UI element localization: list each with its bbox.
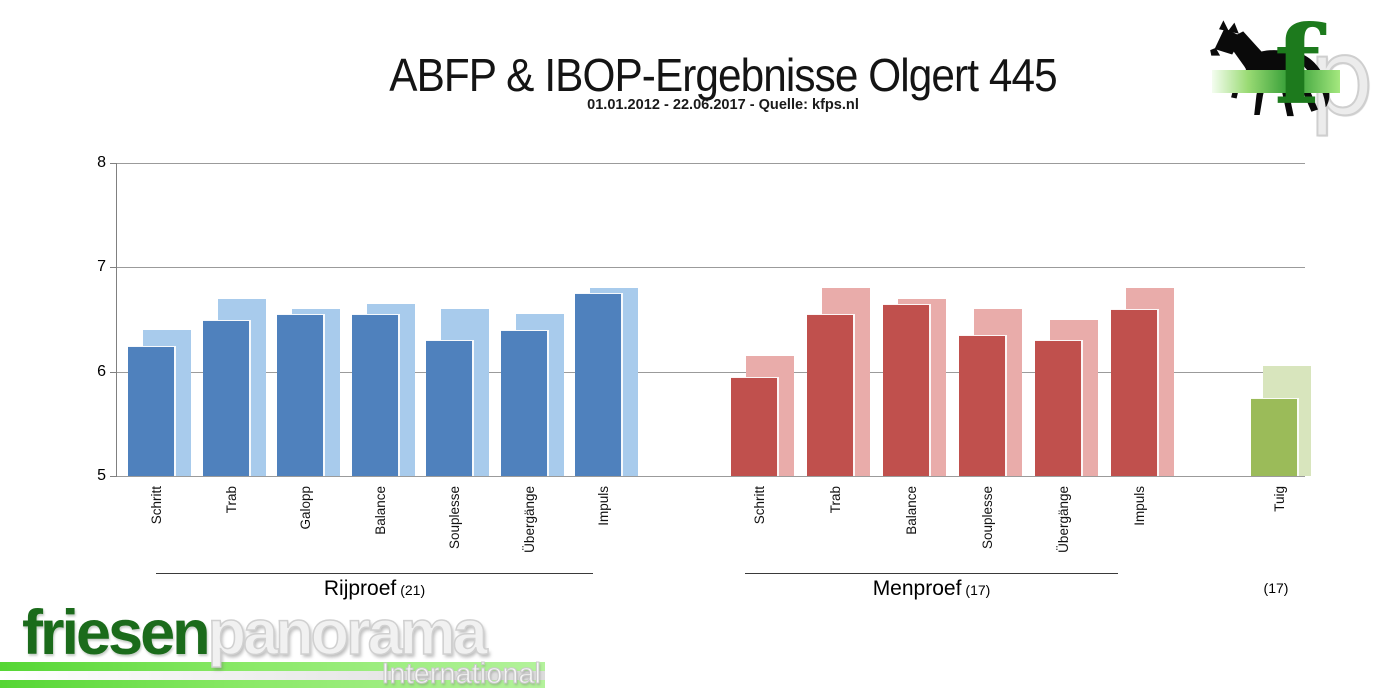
category-label-übergänge: Übergänge xyxy=(521,486,537,553)
group-name: Rijproef xyxy=(323,577,397,600)
logo-stripe-green-bottom xyxy=(0,680,545,688)
y-axis-tick-8 xyxy=(110,163,117,164)
category-label-schritt: Schritt xyxy=(752,486,767,525)
gridline-6 xyxy=(117,371,1305,373)
category-label-balance: Balance xyxy=(904,486,919,535)
logo-stripe-green-top xyxy=(0,662,545,671)
bar-dark-trab xyxy=(202,319,251,476)
group-count: (17) xyxy=(1263,580,1289,596)
y-axis-label-8: 8 xyxy=(97,154,106,171)
y-axis-label-7: 7 xyxy=(97,258,106,276)
bar-dark-balance xyxy=(351,314,400,476)
bar-dark-übergänge xyxy=(500,329,549,476)
gridline-5 xyxy=(117,476,1305,477)
group-count: (21) xyxy=(400,582,426,598)
logo-wordmark: friesenpanorama xyxy=(22,601,488,666)
bar-dark-übergänge xyxy=(1035,340,1083,476)
bar-dark-souplesse xyxy=(426,340,474,476)
bar-dark-balance xyxy=(883,303,931,476)
bar-dark-galopp xyxy=(277,314,325,476)
y-axis-label-5: 5 xyxy=(97,467,106,484)
group-label-tuig: (17) xyxy=(1236,580,1312,598)
friesenpanorama-logo: friesenpanorama International xyxy=(0,598,560,700)
logo-text-friesen: friesen xyxy=(22,598,211,668)
category-label-trab: Trab xyxy=(223,486,239,514)
y-axis-tick-7 xyxy=(110,267,117,269)
logo-green-band xyxy=(1212,70,1340,93)
category-label-impuls: Impuls xyxy=(1132,486,1147,526)
category-label-balance: Balance xyxy=(372,486,388,535)
gridline-7 xyxy=(117,267,1305,269)
bar-dark-trab xyxy=(807,314,855,476)
plot-area xyxy=(110,163,1311,477)
category-label-souplesse: Souplesse xyxy=(980,486,995,550)
bar-dark-schritt xyxy=(128,345,176,476)
category-label-schritt: Schritt xyxy=(149,486,164,525)
group-underline-menproef xyxy=(745,573,1118,574)
logo-text-international: International xyxy=(381,658,542,691)
chart-subtitle: 01.01.2012 - 22.06.2017 - Quelle: kfps.n… xyxy=(587,96,859,113)
category-label-übergänge: Übergänge xyxy=(1056,486,1071,553)
category-label-impuls: Impuls xyxy=(596,486,611,526)
bar-dark-souplesse xyxy=(959,335,1007,476)
category-label-trab: Trab xyxy=(828,486,843,514)
y-axis-tick-6 xyxy=(110,371,117,373)
group-count: (17) xyxy=(965,582,991,598)
category-label-souplesse: Souplesse xyxy=(447,486,462,550)
y-axis-tick-5 xyxy=(110,476,117,477)
logo-text-panorama: panorama xyxy=(207,598,489,668)
bar-dark-schritt xyxy=(731,376,779,476)
group-underline-rijproef xyxy=(156,573,593,574)
logo-stripe-white xyxy=(0,671,545,680)
y-axis-label-6: 6 xyxy=(97,362,106,380)
logo-letter-f: f xyxy=(1274,3,1321,129)
bar-dark-impuls xyxy=(575,293,623,476)
group-label-menproef: Menproef (17) xyxy=(745,577,1118,601)
group-label-rijproef: Rijproef (21) xyxy=(156,577,593,601)
category-label-galopp: Galopp xyxy=(298,486,313,530)
bar-dark-impuls xyxy=(1111,309,1159,476)
gridline-8 xyxy=(117,163,1305,164)
group-name: Menproef xyxy=(872,577,962,600)
category-label-tuig: Tuig xyxy=(1272,486,1287,512)
bar-dark-tuig xyxy=(1251,397,1299,476)
chart-title: ABFP & IBOP-Ergebnisse Olgert 445 xyxy=(389,49,1057,101)
fp-logo: p f xyxy=(1210,3,1398,138)
